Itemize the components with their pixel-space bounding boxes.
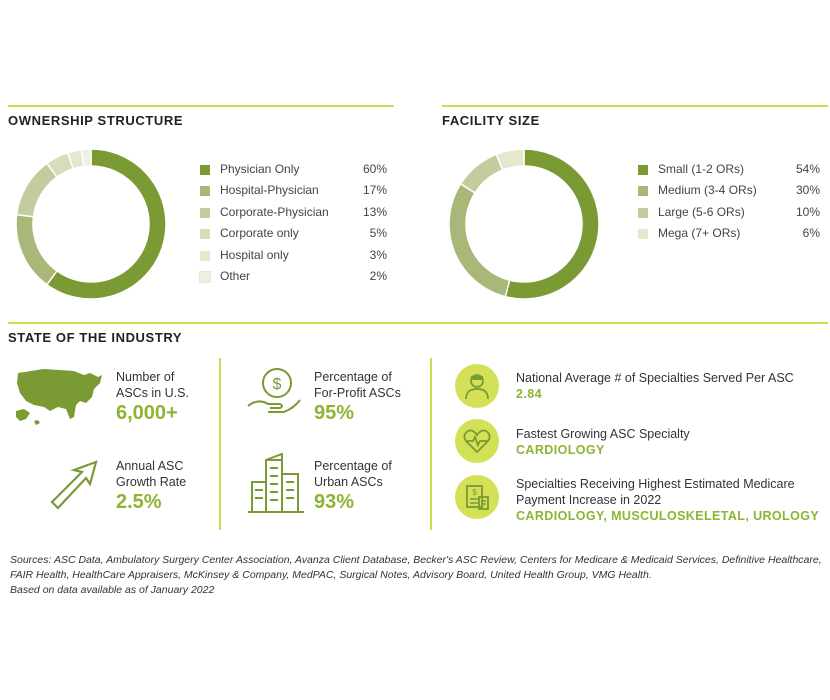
based-on-line: Based on data available as of January 20… <box>10 584 215 596</box>
avg-specialties-stat: National Average # of Specialties Served… <box>516 370 794 402</box>
legend-item-medium-3-4-ors: Medium (3-4 ORs) 30% <box>638 182 820 203</box>
industry-title: STATE OF THE INDUSTRY <box>8 330 183 345</box>
legend-value: 10% <box>795 204 820 219</box>
facility-title: FACILITY SIZE <box>442 113 540 128</box>
legend-swatch <box>200 165 210 175</box>
avg-specialties-label: National Average # of Specialties Served… <box>516 371 794 385</box>
us-map-icon <box>16 369 102 425</box>
growth-rate-label-2: Growth Rate <box>116 475 187 489</box>
svg-text:$: $ <box>472 488 477 497</box>
sources-note: Sources: ASC Data, Ambulatory Surgery Ce… <box>10 553 825 598</box>
legend-swatch <box>638 207 648 218</box>
fastest-growing-value: CARDIOLOGY <box>516 443 605 457</box>
legend-value: 3% <box>369 247 387 262</box>
legend-item-corporate-physician: Corporate-Physician 13% <box>200 204 387 225</box>
for-profit-label-2: For-Profit ASCs <box>314 386 401 400</box>
legend-item-small-1-2-ors: Small (1-2 ORs) 54% <box>638 161 820 182</box>
slice-mega-7-ors <box>495 148 525 172</box>
urban-value: 93% <box>314 491 355 513</box>
medicare-increase-stat: Specialties Receiving Highest Estimated … <box>516 476 819 524</box>
legend-swatch <box>638 229 648 240</box>
legend-swatch <box>638 186 648 197</box>
for-profit-stat: Percentage of For-Profit ASCs 95% <box>314 369 401 425</box>
legend-swatch <box>200 186 210 197</box>
fastest-growing-label: Fastest Growing ASC Specialty <box>516 427 690 441</box>
slice-corporate-physician <box>15 162 58 218</box>
legend-swatch <box>200 229 210 240</box>
medicare-increase-label-2: Payment Increase in 2022 <box>516 493 662 507</box>
medicare-increase-value: CARDIOLOGY, MUSCULOSKELETAL, UROLOGY <box>516 509 820 523</box>
growth-rate-stat: Annual ASC Growth Rate 2.5% <box>116 458 186 514</box>
legend-label: Hospital-Physician <box>220 183 319 198</box>
legend-label: Corporate only <box>220 226 299 241</box>
facility-legend: Small (1-2 ORs) 54% Medium (3-4 ORs) 30% Lar… <box>638 161 820 247</box>
legend-item-physician-only: Physician Only 60% <box>200 161 387 182</box>
legend-value: 2% <box>369 268 387 283</box>
legend-value: 13% <box>362 204 387 219</box>
medicare-increase-label-1: Specialties Receiving Highest Estimated … <box>516 477 795 491</box>
legend-swatch <box>199 270 211 283</box>
for-profit-value: 95% <box>314 402 355 424</box>
industry-top-rule <box>8 322 828 324</box>
growth-rate-value: 2.5% <box>116 491 162 513</box>
urban-label-1: Percentage of <box>314 459 392 473</box>
growth-arrow-icon <box>50 460 98 510</box>
slice-small-1-2-ors <box>504 148 600 300</box>
avg-specialties-value: 2.84 <box>516 387 542 401</box>
legend-swatch <box>200 250 210 261</box>
doctor-icon <box>455 364 499 408</box>
asc-count-label-2: ASCs in U.S. <box>116 386 189 400</box>
legend-item-hospital-physician: Hospital-Physician 17% <box>200 182 387 203</box>
slice-large-5-6-ors <box>459 153 504 194</box>
urban-stat: Percentage of Urban ASCs 93% <box>314 458 392 514</box>
ownership-legend: Physician Only 60% Hospital-Physician 17% Co… <box>199 161 387 289</box>
legend-label: Medium (3-4 ORs) <box>658 183 757 198</box>
legend-swatch <box>638 165 648 175</box>
asc-count-value: 6,000+ <box>116 402 178 424</box>
slice-hospital-physician <box>15 213 58 286</box>
legend-label: Corporate-Physician <box>220 204 329 219</box>
asc-count-stat: Number of ASCs in U.S. 6,000+ <box>116 369 189 425</box>
payment-document-icon: $ <box>455 475 499 519</box>
legend-label: Hospital only <box>220 247 289 262</box>
legend-item-hospital-only: Hospital only 3% <box>200 247 387 268</box>
legend-value: 17% <box>362 183 387 198</box>
legend-value: 30% <box>795 183 820 198</box>
ownership-title: OWNERSHIP STRUCTURE <box>8 113 184 128</box>
facility-top-rule <box>442 105 828 107</box>
legend-item-large-5-6-ors: Large (5-6 ORs) 10% <box>638 204 820 225</box>
legend-value: 54% <box>795 162 820 176</box>
ownership-top-rule <box>8 105 394 107</box>
urban-label-2: Urban ASCs <box>314 475 383 489</box>
city-buildings-icon <box>248 452 304 513</box>
dollar-hand-icon: $ <box>247 368 301 413</box>
industry-divider-2 <box>430 358 432 530</box>
heart-pulse-icon <box>455 419 499 463</box>
slice-physician-only <box>45 148 167 300</box>
legend-value: 60% <box>362 162 387 176</box>
for-profit-label-1: Percentage of <box>314 370 392 384</box>
facility-donut-chart <box>448 148 600 300</box>
ownership-donut-chart <box>15 148 167 300</box>
legend-label: Small (1-2 ORs) <box>658 162 745 176</box>
legend-item-corporate-only: Corporate only 5% <box>200 225 387 246</box>
asc-count-label-1: Number of <box>116 370 175 384</box>
growth-rate-label-1: Annual ASC <box>116 459 184 473</box>
svg-text:$: $ <box>273 376 282 393</box>
sources-line: Sources: ASC Data, Ambulatory Surgery Ce… <box>10 554 822 581</box>
legend-label: Other <box>220 268 251 283</box>
fastest-growing-stat: Fastest Growing ASC Specialty CARDIOLOGY <box>516 426 690 458</box>
legend-value: 6% <box>802 226 820 241</box>
slice-other <box>80 148 92 168</box>
legend-label: Mega (7+ ORs) <box>658 226 741 241</box>
slice-medium-3-4-ors <box>448 182 511 298</box>
legend-value: 5% <box>369 226 387 241</box>
legend-item-mega-7-ors: Mega (7+ ORs) 6% <box>638 225 820 246</box>
legend-swatch <box>200 207 210 218</box>
legend-item-other: Other 2% <box>199 268 387 289</box>
legend-label: Large (5-6 ORs) <box>658 204 745 219</box>
legend-label: Physician Only <box>220 162 300 176</box>
industry-divider-1 <box>219 358 221 530</box>
